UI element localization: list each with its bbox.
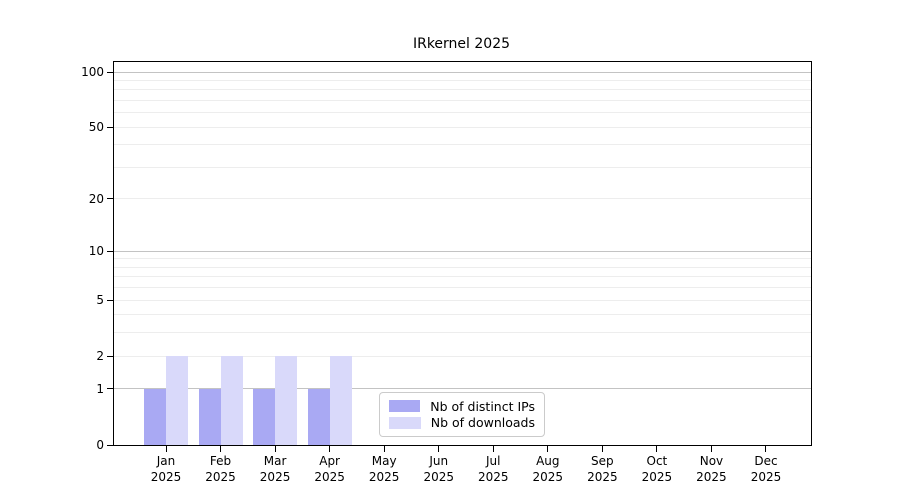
- y-tick-5: [107, 299, 114, 301]
- y-tick-100: [107, 71, 114, 73]
- gridline-minor-9: [114, 258, 811, 260]
- x-tick-aug: [547, 445, 549, 452]
- bar-downloads-feb: [220, 356, 243, 445]
- gridline-minor-90: [114, 79, 811, 81]
- y-tick-label-10: 10: [88, 244, 104, 259]
- gridline-minor-40: [114, 144, 811, 146]
- chart-title: IRkernel 2025: [412, 36, 511, 52]
- plot-area: 0 1 2 5 10 20 50 100 Jan 2025 Feb 2025 Mar 2025 Apr 202…: [81, 61, 812, 484]
- gridline-minor-2: [114, 355, 811, 357]
- gridline-minor-20: [114, 198, 811, 200]
- legend-label-downloads: Nb of downloads: [430, 415, 535, 431]
- bar-distinct-ips-apr: [307, 388, 330, 445]
- x-tick-nov: [710, 445, 712, 452]
- gridline-minor-60: [114, 112, 811, 114]
- x-tick-label-apr: Apr 2025: [314, 454, 345, 484]
- y-tick-label-20: 20: [88, 191, 104, 206]
- gridline-minor-6: [114, 287, 811, 289]
- x-tick-feb: [220, 445, 222, 452]
- x-tick-apr: [329, 445, 331, 452]
- gridline-minor-7: [114, 276, 811, 278]
- x-tick-label-sep: Sep 2025: [587, 454, 618, 484]
- legend-label-distinct-ips: Nb of distinct IPs: [430, 398, 535, 414]
- gridline-minor-80: [114, 89, 811, 91]
- x-tick-label-mar: Mar 2025: [259, 454, 291, 484]
- x-tick-may: [383, 445, 385, 452]
- x-tick-jul: [492, 445, 494, 452]
- y-tick-10: [107, 250, 114, 252]
- x-tick-label-nov: Nov 2025: [696, 454, 727, 484]
- x-tick-label-oct: Oct 2025: [641, 454, 673, 484]
- x-tick-label-aug: Aug 2025: [532, 454, 564, 484]
- gridline-major-10: [114, 250, 811, 252]
- x-tick-mar: [274, 445, 276, 452]
- y-tick-20: [107, 198, 114, 200]
- x-tick-label-may: May 2025: [368, 454, 400, 484]
- gridline-minor-3: [114, 332, 811, 334]
- gridline-minor-4: [114, 314, 811, 316]
- x-tick-jun: [438, 445, 440, 452]
- bar-distinct-ips-jan: [144, 388, 166, 445]
- legend-item-downloads: Nb of downloads: [389, 415, 535, 430]
- x-tick-jan: [165, 445, 167, 452]
- gridline-minor-70: [114, 99, 811, 101]
- x-tick-label-feb: Feb 2025: [205, 454, 236, 484]
- y-tick-label-50: 50: [88, 120, 104, 135]
- x-tick-dec: [765, 445, 767, 452]
- x-tick-label-dec: Dec 2025: [750, 454, 782, 484]
- bar-downloads-apr: [329, 356, 352, 445]
- bar-downloads-mar: [275, 356, 298, 445]
- bar-downloads-jan: [166, 356, 188, 445]
- y-tick-0: [107, 444, 114, 446]
- y-tick-2: [107, 355, 114, 357]
- y-tick-label-5: 5: [96, 293, 104, 308]
- y-tick-1: [107, 388, 114, 390]
- legend-swatch-downloads: [389, 416, 421, 429]
- gridline-major-100: [114, 71, 811, 73]
- gridline-minor-8: [114, 266, 811, 268]
- legend: Nb of distinct IPs Nb of downloads: [379, 392, 545, 437]
- gridline-minor-50: [114, 126, 811, 128]
- gridline-minor-5: [114, 299, 811, 301]
- y-tick-label-2: 2: [96, 349, 104, 364]
- y-tick-label-100: 100: [81, 65, 104, 79]
- bar-distinct-ips-mar: [253, 388, 276, 445]
- y-tick-label-0: 0: [96, 438, 104, 452]
- x-tick-label-jun: Jun 2025: [423, 454, 454, 484]
- legend-swatch-distinct-ips: [389, 400, 421, 413]
- gridline-minor-30: [114, 166, 811, 168]
- x-tick-label-jul: Jul 2025: [477, 454, 509, 484]
- x-tick-sep: [601, 445, 603, 452]
- y-tick-50: [107, 126, 114, 128]
- y-tick-label-1: 1: [96, 381, 104, 396]
- gridline-major-1: [114, 388, 811, 390]
- x-tick-label-jan: Jan 2025: [150, 454, 182, 484]
- legend-item-distinct-ips: Nb of distinct IPs: [389, 399, 535, 414]
- x-tick-oct: [656, 445, 658, 452]
- bar-distinct-ips-feb: [198, 388, 221, 445]
